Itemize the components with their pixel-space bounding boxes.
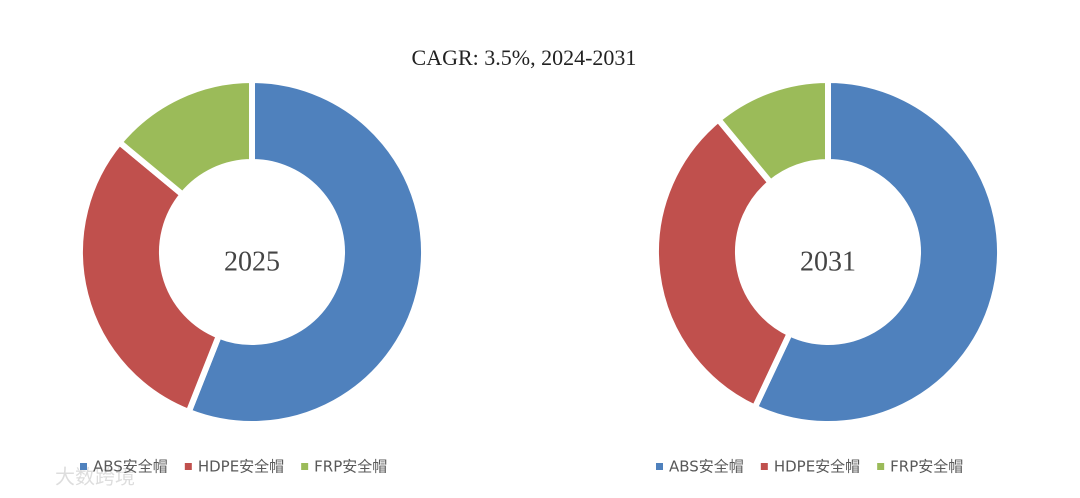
donut-segment — [653, 115, 794, 412]
donut-segment — [77, 138, 223, 416]
legend-swatch — [301, 463, 309, 470]
legend-swatch — [760, 463, 768, 470]
legend-swatch — [184, 463, 192, 470]
legend-label: HDPE安全帽 — [774, 458, 860, 476]
legend-swatch — [80, 463, 87, 470]
center-label: 2025 — [224, 246, 280, 277]
donut-segment — [750, 76, 1003, 427]
legend-swatch — [656, 463, 663, 470]
center-label: 2031 — [800, 246, 856, 277]
donut-segment — [714, 76, 831, 187]
legend-label: FRP安全帽 — [890, 458, 963, 476]
title: CAGR: 3.5%, 2024-2031 — [412, 45, 637, 70]
donut-segment — [184, 76, 427, 427]
legend-label: ABS安全帽 — [669, 458, 744, 476]
legend-label: FRP安全帽 — [314, 458, 387, 476]
watermark: 大数跨境 — [55, 465, 135, 489]
legend-label: ABS安全帽 — [93, 458, 168, 476]
donut-segment — [115, 76, 255, 199]
legend-label: HDPE安全帽 — [198, 458, 284, 476]
legend-swatch — [877, 463, 885, 470]
